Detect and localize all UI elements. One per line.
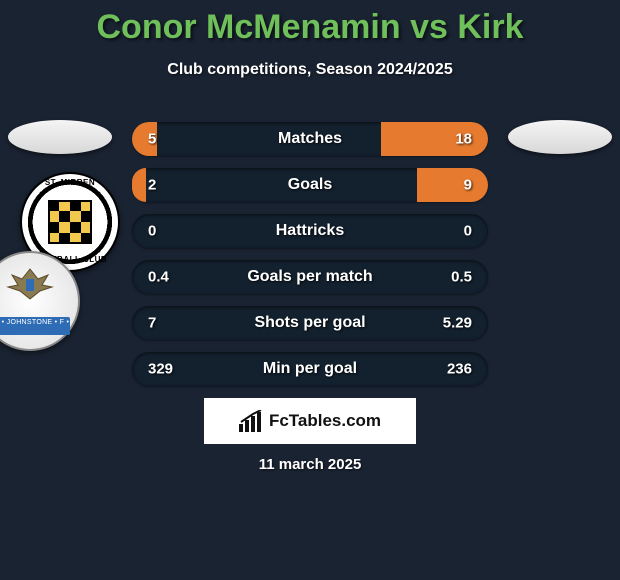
stat-row: 329Min per goal236 xyxy=(132,352,488,386)
brand-text: FcTables.com xyxy=(269,411,381,431)
stat-value-right: 5.29 xyxy=(443,315,472,332)
crest-left-top-text: ST. MIRREN xyxy=(22,178,118,187)
stat-row: 2Goals9 xyxy=(132,168,488,202)
crest-right-banner: ST • JOHNSTONE • F • C xyxy=(0,317,70,335)
stat-value-right: 9 xyxy=(464,177,472,194)
stat-label: Goals xyxy=(132,176,488,194)
stats-panel: 5Matches18 2Goals9 0Hattricks0 0.4Goals per… xyxy=(132,122,488,398)
stat-row: 0Hattricks0 xyxy=(132,214,488,248)
fctables-logo-icon xyxy=(239,410,263,432)
brand-badge: FcTables.com xyxy=(204,398,416,444)
stat-value-right: 18 xyxy=(455,131,472,148)
stat-label: Shots per goal xyxy=(132,314,488,332)
flag-left xyxy=(8,120,112,154)
flag-right xyxy=(508,120,612,154)
stat-row: 7Shots per goal5.29 xyxy=(132,306,488,340)
stat-label: Matches xyxy=(132,130,488,148)
stat-label: Hattricks xyxy=(132,222,488,240)
stat-value-right: 0.5 xyxy=(451,269,472,286)
subtitle: Club competitions, Season 2024/2025 xyxy=(0,61,620,79)
stat-label: Goals per match xyxy=(132,268,488,286)
stat-row: 5Matches18 xyxy=(132,122,488,156)
date-label: 11 march 2025 xyxy=(0,456,620,473)
crest-left-shield xyxy=(48,200,92,244)
page-title: Conor McMenamin vs Kirk xyxy=(0,0,620,47)
stat-label: Min per goal xyxy=(132,360,488,378)
stat-value-right: 236 xyxy=(447,361,472,378)
stat-value-right: 0 xyxy=(464,223,472,240)
eagle-icon xyxy=(0,265,60,305)
stat-row: 0.4Goals per match0.5 xyxy=(132,260,488,294)
